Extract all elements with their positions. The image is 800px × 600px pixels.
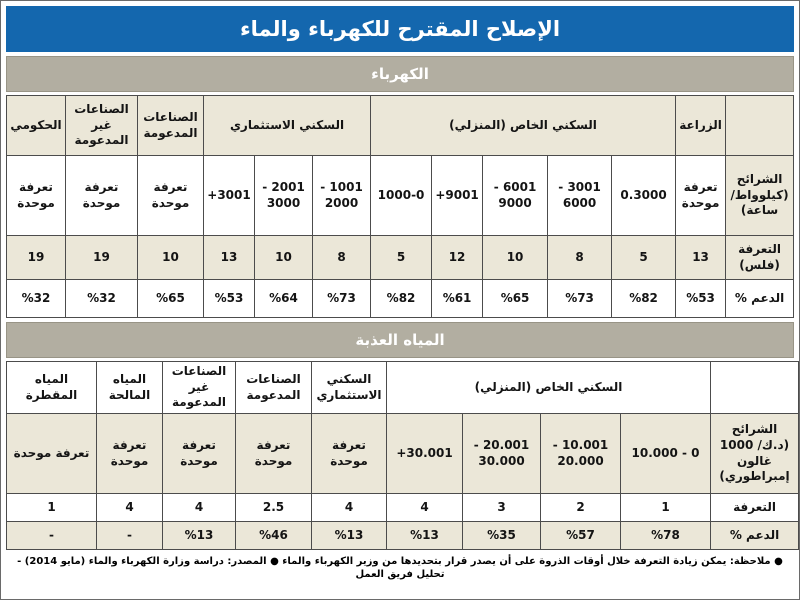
- row-label-tariff: التعرفة (فلس): [725, 235, 795, 280]
- water-tariff-row: التعرفة 1 2 3 4 4 2.5 4 4 1: [6, 493, 799, 522]
- tier-cell: 10.000 - 0: [620, 413, 712, 494]
- tariff-cell: 4: [311, 493, 387, 522]
- subsidy-cell: %13: [162, 521, 236, 550]
- tariff-cell: 13: [675, 235, 727, 280]
- corner-cell: [725, 95, 795, 156]
- row-label-tiers: الشرائح (د.ك/ 1000 غالون إمبراطوري): [710, 413, 799, 494]
- water-subsidy-row: الدعم % %78 %57 %35 %13 %13 %46 %13 - -: [6, 521, 799, 550]
- col-header-non-subsidized-industries: الصناعات غير المدعومة: [65, 95, 138, 156]
- fresh-water-table: السكني الخاص (المنزلي) السكني الاستثماري…: [6, 361, 799, 550]
- tier-cell: +30.001: [385, 413, 464, 494]
- tier-cell: تعرفة موحدة: [235, 413, 312, 494]
- col-header-distilled-water: المياه المقطرة: [6, 361, 97, 414]
- tariff-cell: 19: [65, 235, 138, 280]
- col-header-saline-water: المياه المالحة: [96, 361, 163, 414]
- subsidy-cell: %13: [385, 521, 464, 550]
- subsidy-cell: %13: [311, 521, 387, 550]
- tariff-cell: 4: [162, 493, 236, 522]
- electricity-header-row: الزراعة السكني الخاص (المنزلي) السكني ال…: [6, 95, 795, 156]
- col-header-investment-residential: السكني الاستثماري: [202, 95, 372, 156]
- col-header-non-subsidized-industries: الصناعات غير المدعومة: [162, 361, 236, 414]
- subsidy-cell: %64: [254, 279, 314, 318]
- subsidy-cell: %35: [462, 521, 542, 550]
- tariff-cell: 5: [611, 235, 677, 280]
- tier-cell: 0.3000: [611, 155, 677, 236]
- tier-cell: - 3001 6000: [547, 155, 613, 236]
- tier-cell: +9001: [431, 155, 484, 236]
- tariff-cell: 10: [254, 235, 314, 280]
- tier-cell: 1000-0: [370, 155, 433, 236]
- corner-cell: [710, 361, 799, 414]
- tariff-cell: 2.5: [235, 493, 312, 522]
- footnote: ● ملاحظة: يمكن زيادة التعرفة خلال أوقات …: [17, 556, 783, 580]
- row-label-subsidy: الدعم %: [710, 521, 799, 550]
- subsidy-cell: %73: [547, 279, 613, 318]
- tier-cell: تعرفة موحدة: [137, 155, 204, 236]
- col-header-private-residential: السكني الخاص (المنزلي): [370, 95, 677, 156]
- col-header-agriculture: الزراعة: [675, 95, 727, 156]
- subsidy-cell: %82: [370, 279, 433, 318]
- subsidy-cell: %82: [611, 279, 677, 318]
- tariff-cell: 12: [431, 235, 484, 280]
- subsidy-cell: %78: [620, 521, 712, 550]
- water-tiers-row: الشرائح (د.ك/ 1000 غالون إمبراطوري) 10.0…: [6, 413, 799, 494]
- tariff-cell: 1: [6, 493, 97, 522]
- subsidy-cell: %57: [540, 521, 622, 550]
- tier-cell: - 10.001 20.000: [540, 413, 622, 494]
- col-header-government: الحكومي: [6, 95, 66, 156]
- tier-cell: - 1001 2000: [312, 155, 372, 236]
- electricity-table: الزراعة السكني الخاص (المنزلي) السكني ال…: [6, 95, 795, 318]
- tier-cell: تعرفة موحدة: [96, 413, 163, 494]
- tier-cell: تعرفة موحدة: [6, 155, 66, 236]
- electricity-tiers-row: الشرائح (كيلوواط/ ساعة) تعرفة موحدة 0.30…: [6, 155, 795, 236]
- water-header-row: السكني الخاص (المنزلي) السكني الاستثماري…: [6, 361, 799, 414]
- subsidy-cell: -: [6, 521, 97, 550]
- subsidy-cell: %32: [65, 279, 138, 318]
- subsidy-cell: %46: [235, 521, 312, 550]
- tariff-cell: 8: [312, 235, 372, 280]
- tariff-cell: 10: [137, 235, 204, 280]
- subsidy-cell: %65: [137, 279, 204, 318]
- subsidy-cell: %61: [431, 279, 484, 318]
- tier-cell: - 20.001 30.000: [462, 413, 542, 494]
- subsidy-cell: %32: [6, 279, 66, 318]
- tariff-cell: 4: [385, 493, 464, 522]
- tariff-cell: 1: [620, 493, 712, 522]
- tier-cell: تعرفة موحدة: [311, 413, 387, 494]
- col-header-subsidized-industries: الصناعات المدعومة: [235, 361, 312, 414]
- tariff-cell: 19: [6, 235, 66, 280]
- tier-cell: تعرفة موحدة: [65, 155, 138, 236]
- tier-cell: تعرفة موحدة: [6, 413, 97, 494]
- tariff-cell: 8: [547, 235, 613, 280]
- col-header-private-residential: السكني الخاص (المنزلي): [385, 361, 712, 414]
- subsidy-cell: -: [96, 521, 163, 550]
- subsidy-cell: %73: [312, 279, 372, 318]
- tariff-cell: 10: [482, 235, 549, 280]
- electricity-subsidy-row: الدعم % %53 %82 %73 %65 %61 %82 %73 %64 …: [6, 279, 795, 318]
- subsidy-cell: %53: [202, 279, 256, 318]
- tariff-cell: 13: [202, 235, 256, 280]
- tariff-cell: 2: [540, 493, 622, 522]
- subsidy-cell: %65: [482, 279, 549, 318]
- row-label-subsidy: الدعم %: [725, 279, 795, 318]
- electricity-tariff-row: التعرفة (فلس) 13 5 8 10 12 5 8 10 13 10 …: [6, 235, 795, 280]
- tariff-cell: 4: [96, 493, 163, 522]
- row-label-tariff: التعرفة: [710, 493, 799, 522]
- section-title-fresh-water: المياه العذبة: [6, 322, 794, 358]
- section-title-electricity: الكهرباء: [6, 56, 794, 92]
- page-title: الإصلاح المقترح للكهرباء والماء: [6, 6, 794, 52]
- subsidy-cell: %53: [675, 279, 727, 318]
- tier-cell: +3001: [202, 155, 256, 236]
- tariff-cell: 5: [370, 235, 433, 280]
- tier-cell: - 6001 9000: [482, 155, 549, 236]
- col-header-investment-residential: السكني الاستثماري: [311, 361, 387, 414]
- tier-cell: تعرفة موحدة: [675, 155, 727, 236]
- tier-cell: - 2001 3000: [254, 155, 314, 236]
- tariff-cell: 3: [462, 493, 542, 522]
- col-header-subsidized-industries: الصناعات المدعومة: [137, 95, 204, 156]
- tier-cell: تعرفة موحدة: [162, 413, 236, 494]
- row-label-tiers: الشرائح (كيلوواط/ ساعة): [725, 155, 795, 236]
